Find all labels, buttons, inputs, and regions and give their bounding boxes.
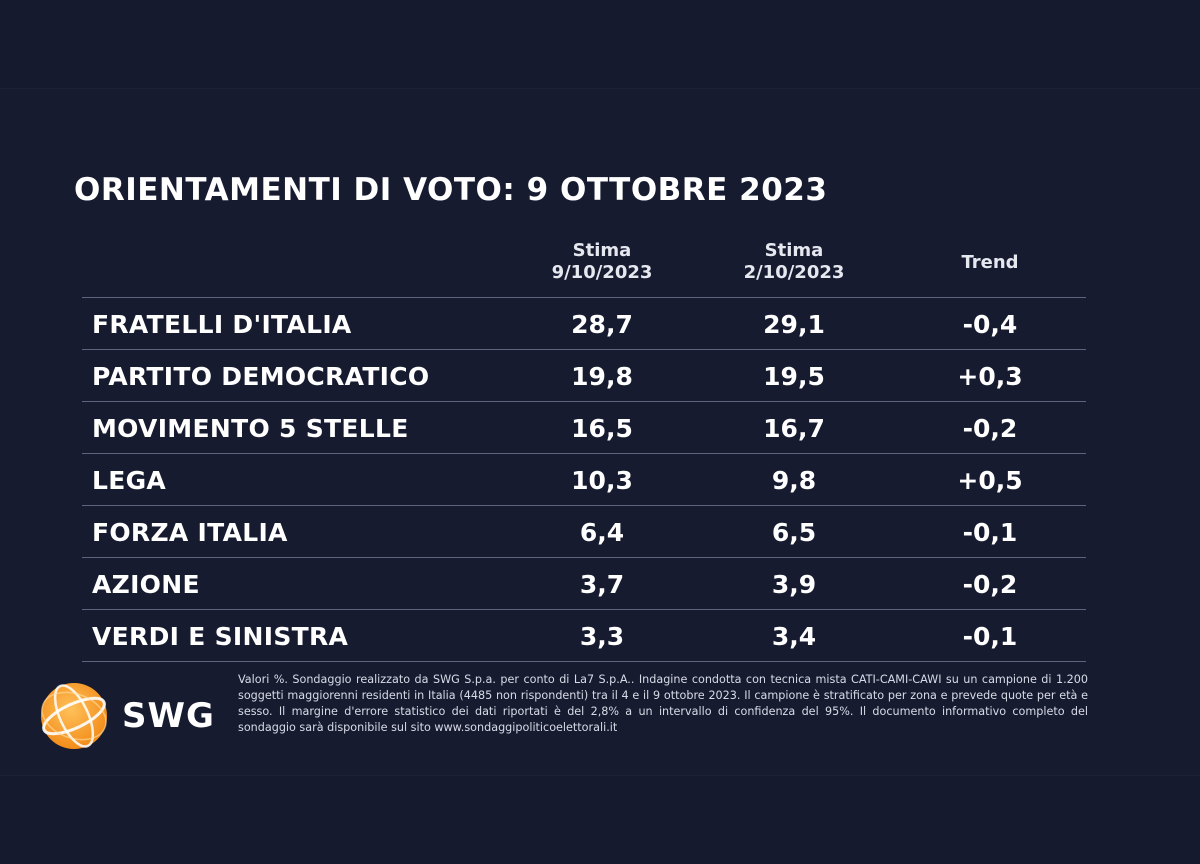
party-name-cell: FORZA ITALIA (92, 518, 288, 547)
swg-logo-icon (41, 683, 107, 749)
party-name-cell: PARTITO DEMOCRATICO (92, 362, 430, 391)
column-header-date: 2/10/2023 (743, 262, 845, 283)
column-header-line: Stima (572, 240, 632, 261)
methodology-footnote: Valori %. Sondaggio realizzato da SWG S.… (238, 673, 1088, 734)
column-header-line: Stima (764, 240, 824, 261)
swg-logo-text: SWG (122, 696, 215, 736)
party-name-cell: AZIONE (92, 570, 200, 599)
estimate-current-cell: 28,7 (571, 310, 633, 339)
trend-cell: +0,3 (957, 362, 1023, 391)
column-header-date: 9/10/2023 (551, 262, 653, 283)
table-row: MOVIMENTO 5 STELLE 16,5 16,7 -0,2 (82, 401, 1086, 453)
estimate-previous-cell: 3,4 (771, 622, 817, 651)
table-row: AZIONE 3,7 3,9 -0,2 (82, 557, 1086, 609)
column-header-trend: Trend (890, 252, 1090, 274)
estimate-previous-cell: 3,9 (771, 570, 817, 599)
column-header-stima-previous: Stima 2/10/2023 (694, 240, 894, 284)
trend-cell: -0,2 (962, 414, 1018, 443)
table-row: VERDI E SINISTRA 3,3 3,4 -0,1 (82, 609, 1086, 662)
table-row: FRATELLI D'ITALIA 28,7 29,1 -0,4 (82, 297, 1086, 349)
estimate-previous-cell: 19,5 (763, 362, 825, 391)
trend-cell: -0,4 (962, 310, 1018, 339)
party-name-cell: LEGA (92, 466, 167, 495)
estimate-current-cell: 19,8 (571, 362, 633, 391)
table-row: FORZA ITALIA 6,4 6,5 -0,1 (82, 505, 1086, 557)
trend-cell: -0,1 (962, 518, 1018, 547)
column-header-line: Trend (961, 252, 1019, 273)
estimate-current-cell: 3,3 (579, 622, 625, 651)
party-name-cell: VERDI E SINISTRA (92, 622, 349, 651)
table-row: PARTITO DEMOCRATICO 19,8 19,5 +0,3 (82, 349, 1086, 401)
trend-cell: +0,5 (957, 466, 1023, 495)
estimate-previous-cell: 29,1 (763, 310, 825, 339)
chart-title: ORIENTAMENTI DI VOTO: 9 OTTOBRE 2023 (74, 172, 828, 208)
estimate-current-cell: 16,5 (571, 414, 633, 443)
trend-cell: -0,2 (962, 570, 1018, 599)
estimate-current-cell: 10,3 (571, 466, 633, 495)
column-header-stima-current: Stima 9/10/2023 (502, 240, 702, 284)
table-row: LEGA 10,3 9,8 +0,5 (82, 453, 1086, 505)
estimate-previous-cell: 9,8 (771, 466, 817, 495)
estimate-previous-cell: 16,7 (763, 414, 825, 443)
party-name-cell: MOVIMENTO 5 STELLE (92, 414, 409, 443)
estimate-current-cell: 3,7 (579, 570, 625, 599)
party-name-cell: FRATELLI D'ITALIA (92, 310, 352, 339)
trend-cell: -0,1 (962, 622, 1018, 651)
estimate-previous-cell: 6,5 (771, 518, 817, 547)
estimate-current-cell: 6,4 (579, 518, 625, 547)
poll-table: FRATELLI D'ITALIA 28,7 29,1 -0,4 PARTITO DEM… (82, 297, 1086, 662)
